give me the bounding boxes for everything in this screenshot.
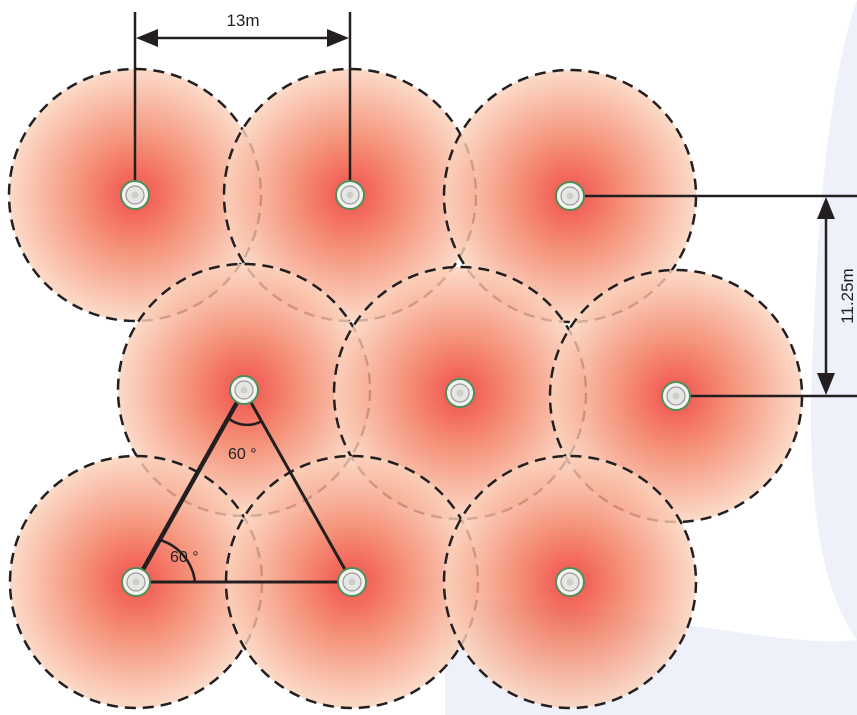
arrowhead-icon — [136, 29, 158, 47]
ceiling-sensor-icon — [121, 181, 149, 209]
ceiling-sensor-icon — [662, 382, 690, 410]
arrowhead-icon — [327, 29, 349, 47]
vertical-spacing-label: 11.25m — [838, 268, 857, 323]
horizontal-spacing-label: 13m — [226, 11, 259, 30]
ceiling-sensor-icon — [122, 568, 150, 596]
ceiling-sensor-icon — [230, 376, 258, 404]
bottom-angle-label: 60 ° — [170, 549, 199, 566]
top-angle-label: 60 ° — [228, 446, 257, 463]
ceiling-sensor-icon — [556, 568, 584, 596]
ceiling-sensor-icon — [556, 182, 584, 210]
ceiling-sensor-icon — [446, 379, 474, 407]
ceiling-sensor-icon — [336, 181, 364, 209]
ceiling-sensor-icon — [338, 568, 366, 596]
